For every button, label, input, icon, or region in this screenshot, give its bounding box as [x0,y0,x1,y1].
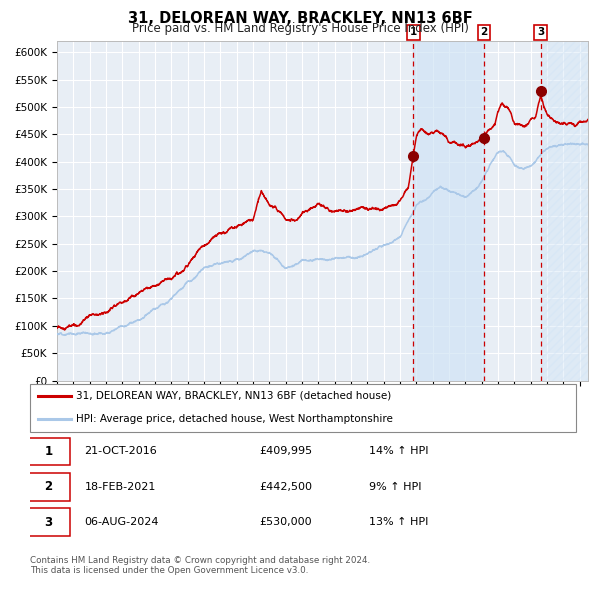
Bar [541,41,588,381]
FancyBboxPatch shape [27,473,70,500]
Text: 1: 1 [44,445,53,458]
FancyBboxPatch shape [27,438,70,465]
Text: 13% ↑ HPI: 13% ↑ HPI [368,517,428,527]
Text: Contains HM Land Registry data © Crown copyright and database right 2024.: Contains HM Land Registry data © Crown c… [30,556,370,565]
Text: 06-AUG-2024: 06-AUG-2024 [85,517,159,527]
Text: 2: 2 [480,27,488,37]
Text: This data is licensed under the Open Government Licence v3.0.: This data is licensed under the Open Gov… [30,566,308,575]
Text: 21-OCT-2016: 21-OCT-2016 [85,447,157,456]
Text: 3: 3 [44,516,53,529]
Text: £409,995: £409,995 [259,447,313,456]
FancyBboxPatch shape [30,384,576,432]
Text: 31, DELOREAN WAY, BRACKLEY, NN13 6BF: 31, DELOREAN WAY, BRACKLEY, NN13 6BF [128,11,472,25]
Text: 14% ↑ HPI: 14% ↑ HPI [368,447,428,456]
Text: £442,500: £442,500 [259,482,313,491]
Text: Price paid vs. HM Land Registry's House Price Index (HPI): Price paid vs. HM Land Registry's House … [131,22,469,35]
FancyBboxPatch shape [27,509,70,536]
Text: 31, DELOREAN WAY, BRACKLEY, NN13 6BF (detached house): 31, DELOREAN WAY, BRACKLEY, NN13 6BF (de… [76,391,392,401]
Bar [413,41,484,381]
Text: HPI: Average price, detached house, West Northamptonshire: HPI: Average price, detached house, West… [76,414,393,424]
Text: £530,000: £530,000 [259,517,312,527]
Text: 1: 1 [410,27,417,37]
Text: 2: 2 [44,480,53,493]
Text: 18-FEB-2021: 18-FEB-2021 [85,482,156,491]
Text: 3: 3 [537,27,544,37]
Text: 9% ↑ HPI: 9% ↑ HPI [368,482,421,491]
